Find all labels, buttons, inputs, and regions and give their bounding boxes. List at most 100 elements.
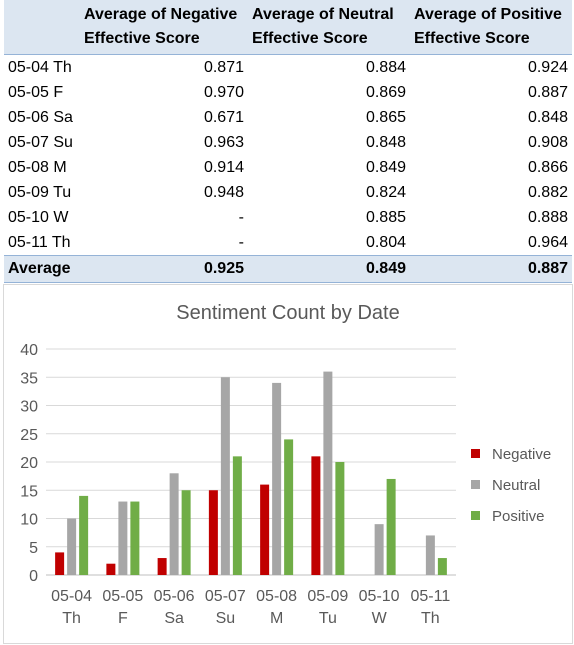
cell-neutral[interactable]: 0.884 xyxy=(365,58,406,76)
x-tick-label: M xyxy=(270,610,283,627)
x-tick-label: 05-09 xyxy=(307,588,348,605)
bar-negative[interactable] xyxy=(55,552,65,575)
x-tick-label: Sa xyxy=(164,610,184,627)
table-header-row: Average of Negative Effective Score Aver… xyxy=(4,0,572,55)
bar-negative[interactable] xyxy=(106,563,116,575)
row-date-label[interactable]: 05-10 W xyxy=(8,208,69,226)
bar-positive[interactable] xyxy=(284,439,294,575)
x-tick-label: Su xyxy=(216,610,236,627)
y-tick-label: 20 xyxy=(20,455,38,472)
bar-positive[interactable] xyxy=(79,495,89,575)
cell-negative[interactable]: 0.871 xyxy=(203,58,244,76)
bar-positive[interactable] xyxy=(335,462,345,575)
cell-negative[interactable]: 0.970 xyxy=(203,83,244,101)
total-label[interactable]: Average xyxy=(4,255,80,283)
bar-neutral[interactable] xyxy=(374,524,384,575)
x-tick-label: 05-10 xyxy=(359,588,400,605)
cell-positive[interactable]: 0.964 xyxy=(527,233,568,251)
bar-positive[interactable] xyxy=(386,478,396,575)
header-positive-score[interactable]: Average of Positive Effective Score xyxy=(410,0,572,55)
total-neutral[interactable]: 0.849 xyxy=(248,255,410,283)
cell-positive[interactable]: 0.924 xyxy=(527,58,568,76)
x-tick-label: F xyxy=(118,610,128,627)
bar-positive[interactable] xyxy=(232,456,242,575)
row-date-label[interactable]: 05-05 F xyxy=(8,83,64,101)
total-positive[interactable]: 0.887 xyxy=(410,255,572,283)
row-date-label[interactable]: 05-06 Sa xyxy=(8,108,73,126)
cell-neutral[interactable]: 0.848 xyxy=(365,133,406,151)
cell-negative[interactable]: 0.671 xyxy=(203,108,244,126)
x-tick-label: 05-08 xyxy=(256,588,297,605)
cell-negative[interactable]: 0.963 xyxy=(203,133,244,151)
row-date-label[interactable]: 05-08 M xyxy=(8,158,67,176)
cell-positive[interactable]: 0.908 xyxy=(527,133,568,151)
pivot-table: Average of Negative Effective Score Aver… xyxy=(4,0,572,283)
x-tick-label: Tu xyxy=(319,610,337,627)
table-row: 05-11 Th - 0.804 0.964 xyxy=(4,230,572,256)
bar-neutral[interactable] xyxy=(272,382,282,575)
header-negative-score[interactable]: Average of Negative Effective Score xyxy=(80,0,248,55)
cell-negative[interactable]: - xyxy=(238,233,244,251)
bar-positive[interactable] xyxy=(437,558,447,575)
bar-neutral[interactable] xyxy=(67,518,77,576)
bar-positive[interactable] xyxy=(181,490,191,575)
chart-canvas: Sentiment Count by Date 0 5 10 15 20 25 30 35 40… xyxy=(20,302,551,627)
x-tick-label: 05-07 xyxy=(205,588,246,605)
bar-negative[interactable] xyxy=(208,490,218,575)
cell-positive[interactable]: 0.848 xyxy=(527,108,568,126)
row-label-header xyxy=(4,0,80,55)
bar-positive[interactable] xyxy=(130,501,140,575)
y-tick-label: 5 xyxy=(29,540,38,557)
sentiment-chart[interactable]: Sentiment Count by Date 0 5 10 15 20 25 30 35 40… xyxy=(3,284,573,644)
bar-negative[interactable] xyxy=(157,558,167,575)
legend-label-neutral: Neutral xyxy=(492,477,540,494)
bar-neutral[interactable] xyxy=(169,473,179,575)
table-row: 05-10 W - 0.885 0.888 xyxy=(4,205,572,230)
cell-neutral[interactable]: 0.869 xyxy=(365,83,406,101)
row-date-label[interactable]: 05-09 Tu xyxy=(8,183,72,201)
y-axis: 0 5 10 15 20 25 30 35 40 xyxy=(20,342,38,585)
row-date-label[interactable]: 05-07 Su xyxy=(8,133,73,151)
bar-negative[interactable] xyxy=(260,484,270,575)
cell-negative[interactable]: 0.914 xyxy=(203,158,244,176)
cell-positive[interactable]: 0.882 xyxy=(527,183,568,201)
y-tick-label: 15 xyxy=(20,483,38,500)
y-tick-label: 25 xyxy=(20,427,38,444)
bar-neutral[interactable] xyxy=(118,501,128,575)
x-tick-label: Th xyxy=(62,610,81,627)
legend-swatch-negative xyxy=(471,449,480,458)
row-date-label[interactable]: 05-11 Th xyxy=(8,233,71,251)
x-tick-label: Th xyxy=(421,610,440,627)
header-neutral-score[interactable]: Average of Neutral Effective Score xyxy=(248,0,410,55)
cell-positive[interactable]: 0.887 xyxy=(527,83,568,101)
bar-negative[interactable] xyxy=(311,456,321,575)
cell-negative[interactable]: 0.948 xyxy=(203,183,244,201)
cell-positive[interactable]: 0.866 xyxy=(527,158,568,176)
cell-neutral[interactable]: 0.824 xyxy=(365,183,406,201)
bar-neutral[interactable] xyxy=(425,535,435,575)
chart-legend: Negative Neutral Positive xyxy=(471,446,551,525)
cell-neutral[interactable]: 0.865 xyxy=(365,108,406,126)
cell-neutral[interactable]: 0.885 xyxy=(365,208,406,226)
cell-negative[interactable]: - xyxy=(238,208,244,226)
total-negative[interactable]: 0.925 xyxy=(80,255,248,283)
cell-neutral[interactable]: 0.849 xyxy=(365,158,406,176)
legend-swatch-positive xyxy=(471,511,480,520)
cell-positive[interactable]: 0.888 xyxy=(527,208,568,226)
y-tick-label: 10 xyxy=(20,512,38,529)
row-date-label[interactable]: 05-04 Th xyxy=(8,58,72,76)
table-total-row: Average 0.925 0.849 0.887 xyxy=(4,255,572,283)
x-tick-label: 05-06 xyxy=(154,588,195,605)
legend-label-positive: Positive xyxy=(492,508,545,525)
chart-bars xyxy=(55,371,447,576)
bar-neutral[interactable] xyxy=(220,377,230,575)
y-tick-label: 0 xyxy=(29,568,38,585)
bar-neutral[interactable] xyxy=(323,371,333,575)
y-tick-label: 35 xyxy=(20,370,38,387)
cell-neutral[interactable]: 0.804 xyxy=(365,233,406,251)
x-axis: 05-04 Th 05-05 F 05-06 Sa 05-07 Su 05-08 M 05-09 Tu… xyxy=(51,588,450,627)
x-tick-label: 05-05 xyxy=(102,588,143,605)
table-row: 05-08 M 0.914 0.849 0.866 xyxy=(4,155,572,180)
x-tick-label: W xyxy=(372,610,388,627)
table-row: 05-04 Th 0.871 0.884 0.924 xyxy=(4,55,572,81)
